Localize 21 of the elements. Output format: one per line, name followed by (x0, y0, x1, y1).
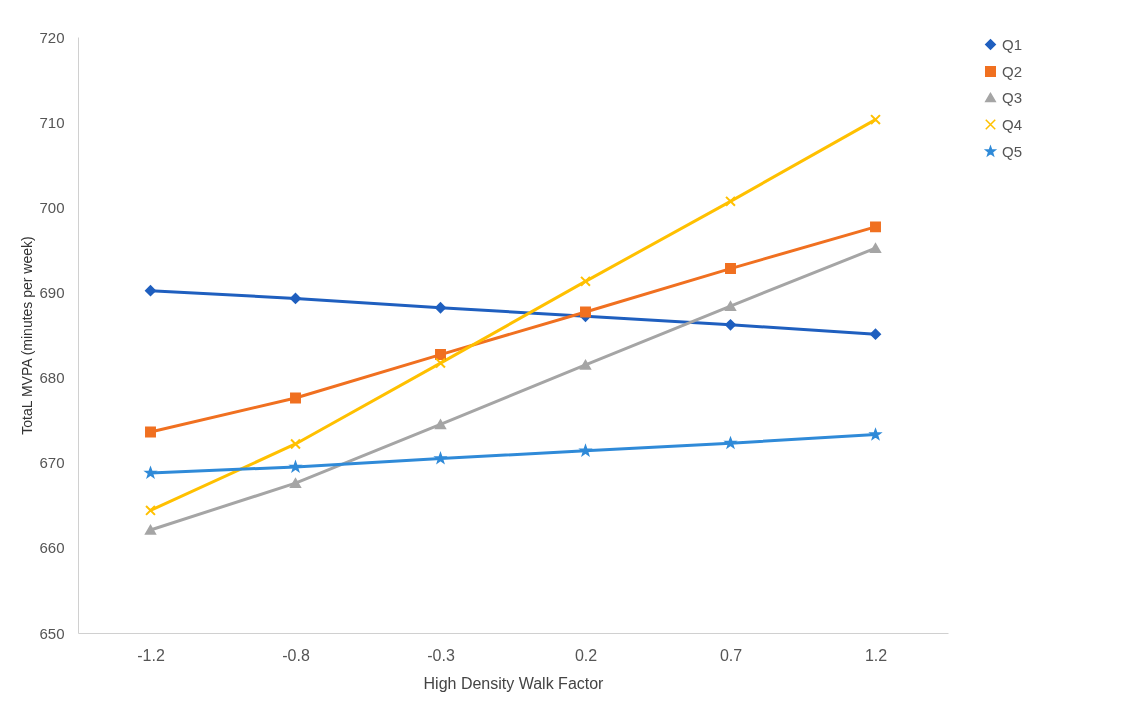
y-tick-label: 720 (39, 28, 65, 46)
legend-label: Q4 (1002, 115, 1023, 133)
legend-label: Q2 (1002, 62, 1023, 80)
y-tick-label: 690 (39, 283, 65, 301)
y-tick-label: 650 (39, 624, 65, 642)
y-tick-label: 670 (39, 454, 65, 472)
x-tick-label: -0.3 (427, 646, 455, 664)
x-tick-label: -0.8 (282, 646, 310, 664)
x-tick-label: -1.2 (137, 646, 165, 664)
legend-label: Q1 (1002, 35, 1023, 53)
x-axis-title: High Density Walk Factor (423, 674, 605, 692)
legend-label: Q5 (1002, 142, 1023, 160)
y-tick-label: 710 (39, 113, 65, 131)
y-tick-label: 700 (39, 198, 65, 216)
x-tick-label: 1.2 (864, 646, 888, 664)
x-tick-label: 0.7 (719, 646, 743, 664)
y-tick-label: 660 (39, 539, 65, 557)
y-tick-label: 680 (39, 369, 65, 387)
x-tick-label: 0.2 (574, 646, 598, 664)
legend-label: Q3 (1002, 88, 1023, 106)
y-axis-title: TotaL MVPA (minutes per week) (19, 236, 36, 435)
